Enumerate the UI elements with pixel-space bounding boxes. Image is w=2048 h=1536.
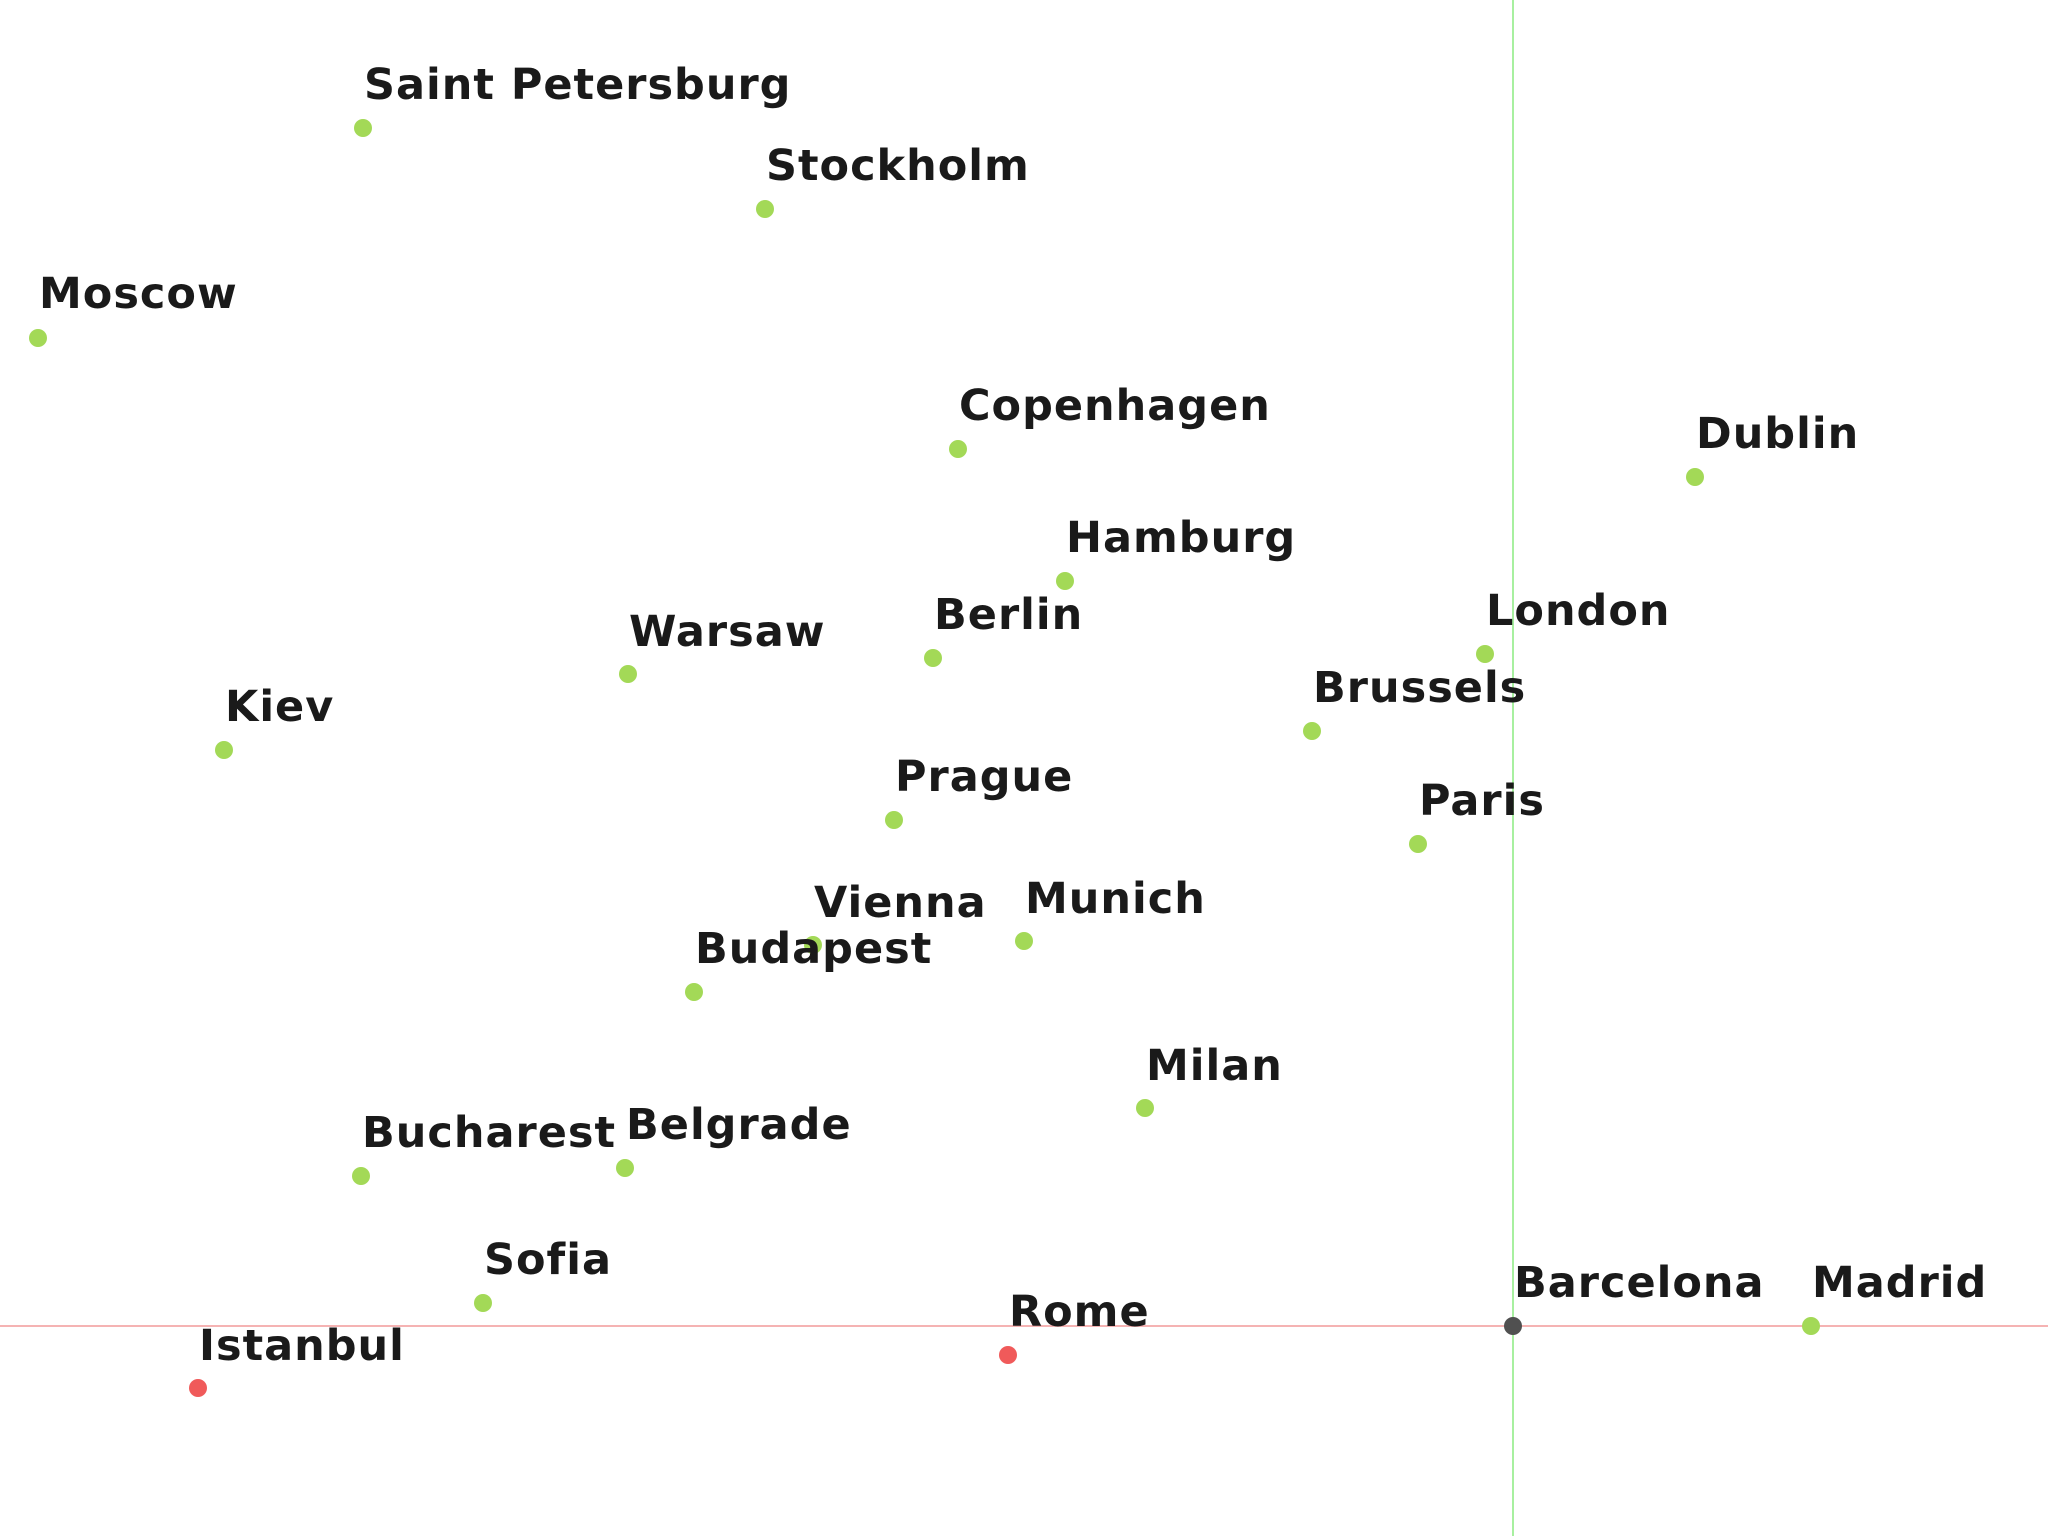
city-label-copenhagen: Copenhagen — [959, 381, 1271, 431]
city-label-sofia: Sofia — [484, 1235, 612, 1285]
city-label-budapest: Budapest — [695, 924, 932, 974]
city-point-copenhagen — [949, 440, 967, 458]
city-label-madrid: Madrid — [1812, 1258, 1987, 1308]
city-labels: Saint Petersburg Stockholm Moscow Copenhage… — [39, 60, 1987, 1371]
city-label-brussels: Brussels — [1313, 663, 1526, 713]
city-label-london: London — [1486, 586, 1671, 636]
city-point-prague — [885, 811, 903, 829]
city-point-bucharest — [352, 1167, 370, 1185]
city-label-kiev: Kiev — [225, 682, 334, 732]
city-point-moscow — [29, 329, 47, 347]
city-point-stockholm — [756, 200, 774, 218]
city-label-warsaw: Warsaw — [629, 607, 825, 657]
city-point-budapest — [685, 983, 703, 1001]
city-label-saint-petersburg: Saint Petersburg — [364, 60, 791, 110]
city-label-munich: Munich — [1025, 874, 1206, 924]
city-point-brussels — [1303, 722, 1321, 740]
city-label-hamburg: Hamburg — [1066, 513, 1296, 563]
city-label-bucharest: Bucharest — [362, 1108, 616, 1158]
city-point-madrid — [1802, 1317, 1820, 1335]
city-point-dublin — [1686, 468, 1704, 486]
city-label-milan: Milan — [1146, 1041, 1283, 1091]
city-label-dublin: Dublin — [1696, 409, 1859, 459]
city-label-belgrade: Belgrade — [626, 1100, 852, 1150]
city-label-stockholm: Stockholm — [766, 141, 1030, 191]
city-label-istanbul: Istanbul — [199, 1321, 405, 1371]
city-point-london — [1476, 645, 1494, 663]
city-point-warsaw — [619, 665, 637, 683]
city-point-belgrade — [616, 1159, 634, 1177]
city-point-vienna — [804, 936, 822, 954]
city-point-milan — [1136, 1099, 1154, 1117]
city-label-barcelona: Barcelona — [1514, 1258, 1765, 1308]
city-point-istanbul — [189, 1379, 207, 1397]
city-point-paris — [1409, 835, 1427, 853]
city-points — [29, 119, 1820, 1397]
city-label-prague: Prague — [895, 752, 1073, 802]
city-point-munich — [1015, 932, 1033, 950]
city-point-saint-petersburg — [354, 119, 372, 137]
city-point-hamburg — [1056, 572, 1074, 590]
city-point-kiev — [215, 741, 233, 759]
city-point-rome — [999, 1346, 1017, 1364]
city-label-moscow: Moscow — [39, 269, 238, 319]
city-label-vienna: Vienna — [814, 878, 987, 928]
city-point-berlin — [924, 649, 942, 667]
city-label-rome: Rome — [1009, 1287, 1150, 1337]
city-point-barcelona — [1504, 1317, 1522, 1335]
city-label-berlin: Berlin — [934, 590, 1083, 640]
city-point-sofia — [474, 1294, 492, 1312]
city-label-paris: Paris — [1419, 776, 1545, 826]
